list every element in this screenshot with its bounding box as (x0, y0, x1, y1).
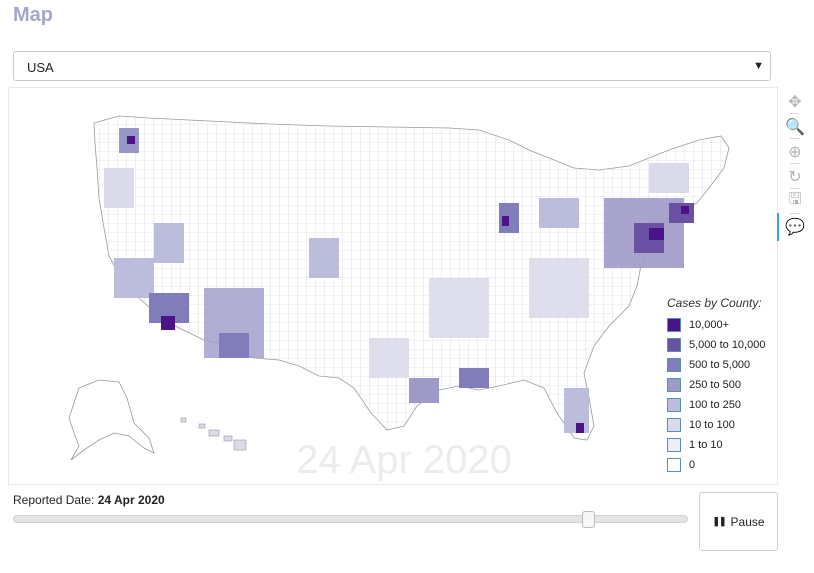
legend-title: Cases by County: (667, 296, 762, 310)
map-panel[interactable]: 24 Apr 2020 Cases by County: 10,000+ 5,0… (8, 87, 778, 485)
legend-swatch (667, 358, 681, 372)
reported-date-value: 24 Apr 2020 (97, 493, 165, 507)
page-title: Map (13, 4, 53, 26)
wheel-zoom-icon[interactable]: ⊕ (788, 143, 802, 161)
legend-swatch (667, 418, 681, 432)
hawaii-shape (180, 417, 247, 451)
pan-icon[interactable]: ✥ (788, 93, 802, 111)
legend-item: 1 to 10 (667, 435, 777, 455)
legend-item: 10 to 100 (667, 415, 777, 435)
legend-item: 0 (667, 455, 777, 475)
legend-swatch (667, 338, 681, 352)
legend-label: 10 to 100 (689, 419, 735, 431)
legend-label: 5,000 to 10,000 (689, 339, 766, 351)
region-select-value: USA (27, 60, 54, 75)
legend-item: 10,000+ (667, 315, 777, 335)
legend-label: 500 to 5,000 (689, 359, 751, 371)
map-legend: Cases by County: 10,000+ 5,000 to 10,000… (667, 296, 777, 475)
date-slider-thumb[interactable] (582, 511, 596, 528)
legend-swatch (667, 318, 681, 332)
date-slider-track[interactable] (13, 515, 688, 523)
legend-swatch (667, 398, 681, 412)
reported-date: Reported Date: 24 Apr 2020 (13, 493, 165, 507)
date-overlay: 24 Apr 2020 (296, 438, 512, 482)
reset-icon[interactable]: ↻ (788, 168, 802, 186)
legend-swatch (667, 438, 681, 452)
save-icon[interactable]: 🖫 (788, 191, 802, 208)
legend-item: 5,000 to 10,000 (667, 335, 777, 355)
us-county-map[interactable] (9, 88, 777, 484)
legend-item: 250 to 500 (667, 375, 777, 395)
pause-icon: ❚❚ (712, 516, 726, 526)
legend-item: 100 to 250 (667, 395, 777, 415)
reported-date-label: Reported Date: (13, 493, 95, 507)
zoom-box-icon[interactable]: 🔍 (785, 118, 805, 136)
hover-icon[interactable]: 💬 (777, 213, 806, 241)
pause-label: Pause (730, 514, 765, 529)
legend-label: 10,000+ (689, 319, 730, 331)
legend-label: 250 to 500 (689, 379, 741, 391)
county-grid (94, 116, 729, 440)
map-toolbar: ✥ 🔍 ⊕ ↻ 🖫 💬 (777, 90, 806, 241)
legend-item: 500 to 5,000 (667, 355, 777, 375)
legend-label: 0 (689, 459, 696, 471)
county-shading (104, 128, 694, 433)
pause-button[interactable]: ❚❚ Pause (699, 492, 778, 551)
legend-swatch (667, 378, 681, 392)
legend-label: 1 to 10 (689, 439, 723, 451)
legend-swatch (667, 458, 681, 472)
chevron-down-icon: ▼ (753, 60, 764, 72)
legend-label: 100 to 250 (689, 399, 741, 411)
region-select[interactable]: USA ▼ (13, 51, 771, 81)
alaska-shape (68, 379, 155, 461)
